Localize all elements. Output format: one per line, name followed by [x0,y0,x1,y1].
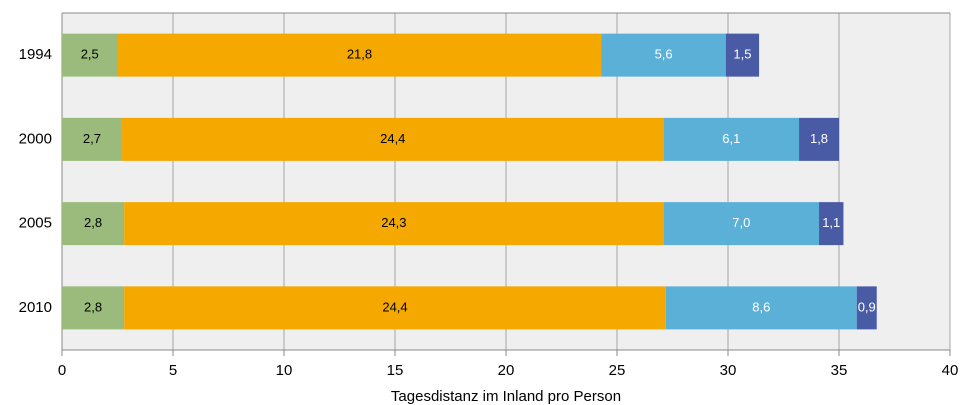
y-tick-label: 2000 [19,130,52,147]
bar-segment [121,117,664,161]
x-tick-label: 10 [276,362,293,379]
bar-segment [62,202,125,246]
bar-segment [663,117,800,161]
bar-segment [856,286,877,330]
x-tick-label: 40 [942,362,959,379]
x-tick-label: 15 [387,362,404,379]
bar-segment [819,202,844,246]
x-tick-label: 20 [498,362,515,379]
value-label: 7,0 [732,215,750,230]
x-tick-label: 5 [169,362,177,379]
y-tick-label: 1994 [19,46,52,63]
y-tick-label: 2005 [19,215,52,232]
value-label: 1,8 [810,131,828,146]
value-label: 24,4 [380,131,405,146]
value-label: 1,5 [733,47,751,62]
value-label: 2,5 [81,47,99,62]
bar-segment [124,202,664,246]
bar-segment [799,117,839,161]
bar-segment [725,33,760,77]
y-tick-label: 2010 [19,299,52,316]
value-label: 1,1 [822,215,840,230]
value-label: 2,8 [84,215,102,230]
value-label: 24,3 [381,215,406,230]
x-tick-label: 30 [720,362,737,379]
value-label: 21,8 [347,47,372,62]
value-label: 5,6 [655,47,673,62]
value-label: 8,6 [752,299,770,314]
bar-segment [117,33,602,77]
x-axis-label: Tagesdistanz im Inland pro Person [391,388,621,405]
x-tick-label: 35 [831,362,848,379]
value-label: 0,9 [858,299,876,314]
value-label: 6,1 [722,131,740,146]
bar-segment [665,286,857,330]
value-label: 2,7 [83,131,101,146]
bar-segment [601,33,726,77]
value-label: 24,4 [382,299,407,314]
bar-segment [62,117,122,161]
bar-segment [62,286,125,330]
bar-segment [124,286,666,330]
x-tick-label: 25 [609,362,626,379]
value-label: 2,8 [84,299,102,314]
bar-segment [62,33,118,77]
bar-segment [663,202,820,246]
x-tick-label: 0 [58,362,66,379]
